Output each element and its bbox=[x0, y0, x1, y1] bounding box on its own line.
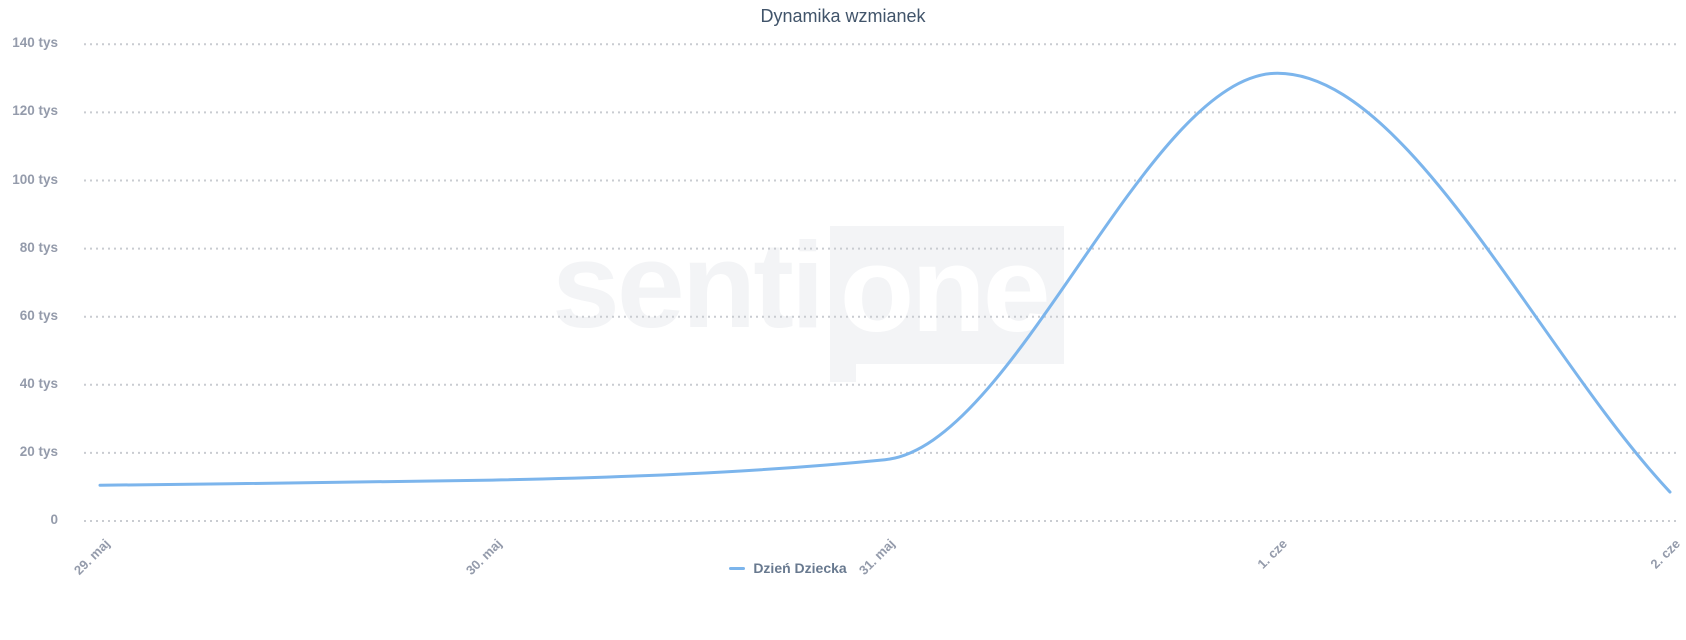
watermark-senti: senti bbox=[552, 217, 825, 353]
series-line-dzień-dziecka[interactable] bbox=[98, 71, 1672, 494]
chart-title: Dynamika wzmianek bbox=[760, 6, 926, 26]
legend-label: Dzień Dziecka bbox=[753, 560, 847, 576]
legend-line-marker bbox=[729, 566, 746, 570]
legend-item-dzien-dziecka[interactable]: Dzień Dziecka bbox=[729, 560, 847, 576]
legend: Dzień Dziecka bbox=[0, 560, 1576, 576]
